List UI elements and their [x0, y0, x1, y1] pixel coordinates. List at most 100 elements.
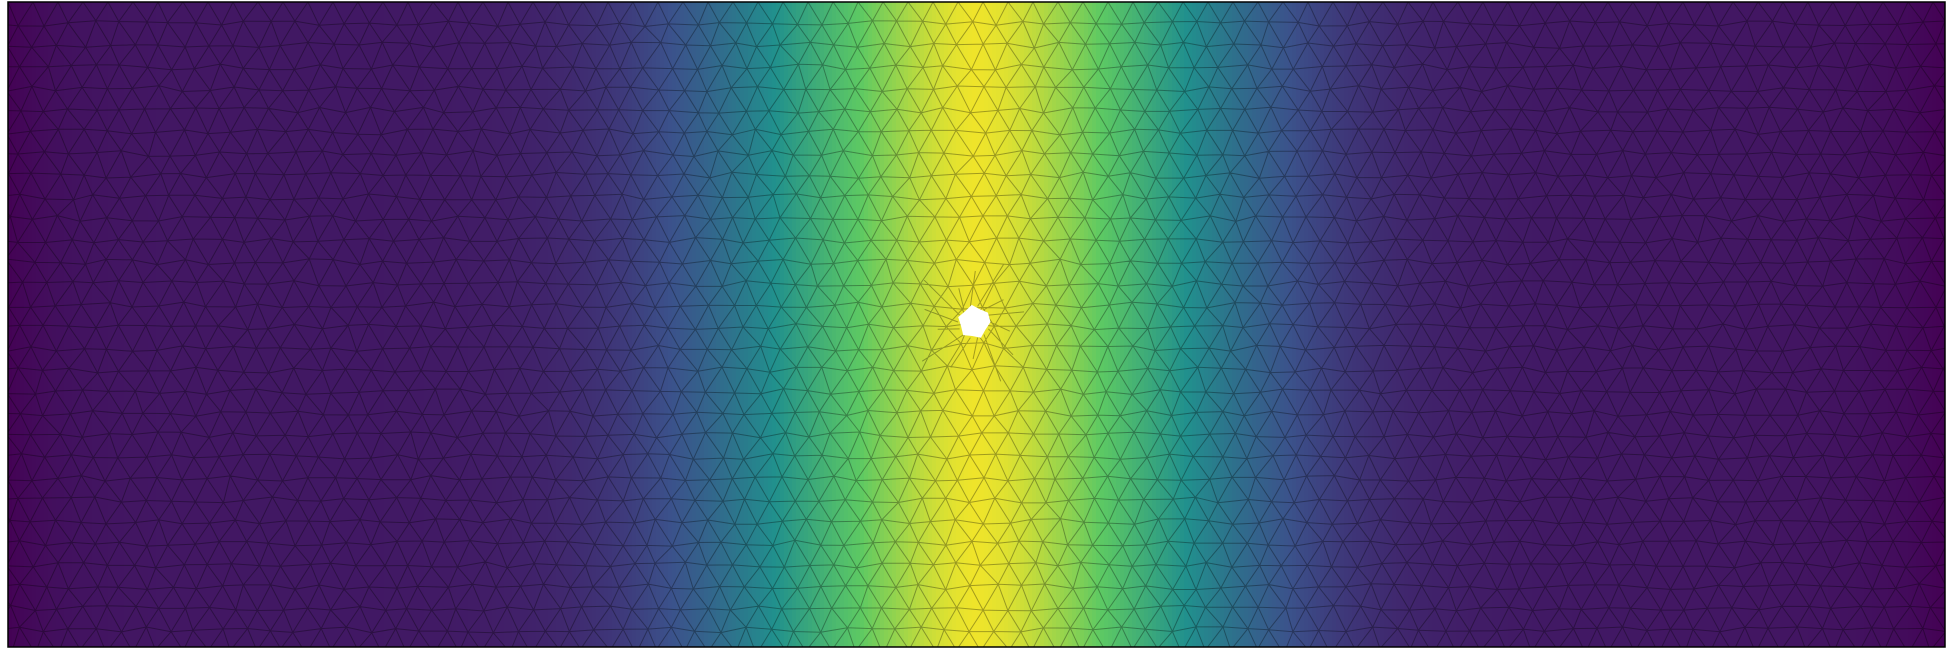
field-strip [1140, 2, 1145, 647]
field-strip [1220, 2, 1225, 647]
field-strip [1036, 2, 1041, 647]
field-strip [56, 2, 61, 647]
field-strip [1904, 2, 1909, 647]
field-strip [948, 2, 953, 647]
field-strip [324, 2, 329, 647]
field-strip [852, 2, 857, 647]
field-strip [1524, 2, 1529, 647]
field-strip [588, 2, 593, 647]
field-strip [1768, 2, 1773, 647]
field-strip [1108, 2, 1113, 647]
field-strip [544, 2, 549, 647]
field-strip [784, 2, 789, 647]
field-strip [152, 2, 157, 647]
field-strip [572, 2, 577, 647]
field-strip [1056, 2, 1061, 647]
field-strip [928, 2, 933, 647]
field-strip [616, 2, 621, 647]
field-strip [1408, 2, 1413, 647]
field-strip [1348, 2, 1353, 647]
field-strip [684, 2, 689, 647]
field-strip [1048, 2, 1053, 647]
field-strip [1676, 2, 1681, 647]
field-strip [700, 2, 705, 647]
field-strip [1204, 2, 1209, 647]
field-strip [1784, 2, 1789, 647]
field-strip [1668, 2, 1673, 647]
field-strip [888, 2, 893, 647]
field-strip [440, 2, 445, 647]
field-strip [688, 2, 693, 647]
field-strip [1412, 2, 1417, 647]
field-strip [1420, 2, 1425, 647]
field-strip [1044, 2, 1049, 647]
field-strip [648, 2, 653, 647]
field-strip [804, 2, 809, 647]
field-strip [424, 2, 429, 647]
field-strip [112, 2, 117, 647]
field-strip [1064, 2, 1069, 647]
field-strip [412, 2, 417, 647]
field-strip [1024, 2, 1029, 647]
field-strip [680, 2, 685, 647]
field-strip [356, 2, 361, 647]
field-strip [1884, 2, 1889, 647]
field-strip [216, 2, 221, 647]
field-strip [276, 2, 281, 647]
field-strip [1680, 2, 1685, 647]
field-strip [748, 2, 753, 647]
field-strip [1840, 2, 1845, 647]
field-strip [1080, 2, 1085, 647]
field-strip [292, 2, 297, 647]
field-strip [556, 2, 561, 647]
field-strip [1576, 2, 1581, 647]
field-strip [1520, 2, 1525, 647]
field-strip [1372, 2, 1377, 647]
field-strip [792, 2, 797, 647]
field-strip [1844, 2, 1849, 647]
field-strip [816, 2, 821, 647]
field-strip [1716, 2, 1721, 647]
field-strip [1400, 2, 1405, 647]
field-strip [284, 2, 289, 647]
field-strip [1380, 2, 1385, 647]
field-strip [388, 2, 393, 647]
field-strip [644, 2, 649, 647]
field-strip [560, 2, 565, 647]
field-strip [416, 2, 421, 647]
field-strip [1484, 2, 1489, 647]
field-strip [1692, 2, 1697, 647]
field-strip [788, 2, 793, 647]
field-strip [120, 2, 125, 647]
field-strip [1404, 2, 1409, 647]
field-strip [384, 2, 389, 647]
field-strip [864, 2, 869, 647]
field-strip [1796, 2, 1801, 647]
field-strip [1184, 2, 1189, 647]
field-strip [1060, 2, 1065, 647]
field-strip [180, 2, 185, 647]
field-strip [508, 2, 513, 647]
field-strip [744, 2, 749, 647]
field-strip [1868, 2, 1873, 647]
field-strip [1612, 2, 1617, 647]
field-strip [1320, 2, 1325, 647]
field-strip [1628, 2, 1633, 647]
field-strip [1232, 2, 1237, 647]
field-strip [1572, 2, 1577, 647]
field-strip [1924, 2, 1929, 647]
field-strip [1548, 2, 1553, 647]
field-strip [144, 2, 149, 647]
field-strip [188, 2, 193, 647]
field-strip [1328, 2, 1333, 647]
field-strip [768, 2, 773, 647]
field-strip [1200, 2, 1205, 647]
field-strip [916, 2, 921, 647]
field-strip [1224, 2, 1229, 647]
field-strip [1016, 2, 1021, 647]
field-strip [1544, 2, 1549, 647]
field-strip [12, 2, 17, 647]
field-strip [1312, 2, 1317, 647]
field-strip [1228, 2, 1233, 647]
field-strip [1820, 2, 1825, 647]
